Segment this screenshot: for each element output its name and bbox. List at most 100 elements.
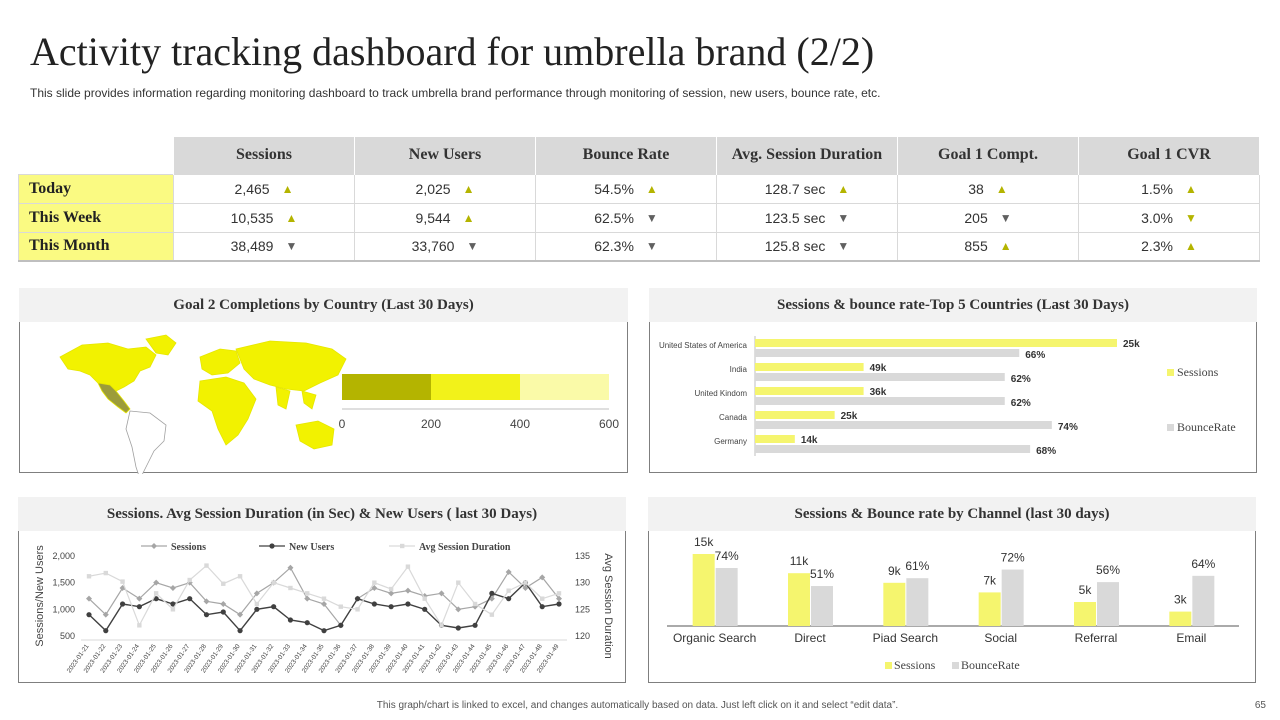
bounce-rate-bar: [906, 578, 929, 626]
bounce-data-label: 74%: [715, 549, 739, 563]
category-label: Germany: [714, 437, 747, 446]
sessions-bar: [755, 411, 835, 419]
data-point: [221, 581, 226, 586]
data-point: [136, 595, 143, 602]
data-point: [472, 622, 478, 628]
data-point: [539, 604, 545, 610]
y2-tick-label: 135: [575, 551, 590, 561]
data-point: [271, 580, 276, 585]
data-point: [338, 604, 343, 609]
data-point: [153, 579, 160, 586]
sessions-bar: [1074, 602, 1096, 626]
kpi-value: 10,535: [230, 209, 274, 226]
asia-shape: [235, 340, 347, 392]
africa-shape: [197, 376, 257, 446]
category-label: United States of America: [659, 341, 748, 350]
legend-marker: [151, 543, 157, 549]
y-tick-label: 2,000: [52, 551, 75, 561]
page-subtitle: This slide provides information regardin…: [30, 86, 881, 100]
kpi-row-label: Today: [18, 173, 174, 204]
bounce-rate-bar: [715, 568, 738, 626]
page-title: Activity tracking dashboard for umbrella…: [30, 29, 875, 74]
legend-label: Sessions: [171, 542, 206, 553]
kpi-value: 2.3%: [1141, 238, 1174, 255]
trend-down-icon: ▼: [837, 210, 850, 225]
legend-label: BounceRate: [1177, 420, 1236, 434]
trend-down-icon: ▼: [1185, 210, 1197, 225]
kpi-value: 2,465: [234, 180, 270, 197]
category-label: Organic Search: [673, 631, 756, 645]
kpi-row: Today 2,465 ▲ 2,025 ▲ 54.5% ▲ 128.7 sec ▲ 38 ▲ 1.5%…: [18, 173, 1260, 204]
y-tick-label: 1,000: [52, 604, 75, 614]
sessions-line-panel: Sessions. Avg Session Duration (in Sec) …: [18, 497, 626, 683]
sessions-bar: [788, 573, 810, 626]
data-point: [169, 585, 176, 591]
kpi-value: 2,025: [415, 180, 451, 197]
data-point: [86, 574, 92, 579]
south-america-shape: [125, 410, 167, 474]
kpi-value: 205: [964, 209, 988, 226]
category-label: Direct: [794, 631, 826, 645]
category-label: Referral: [1075, 631, 1118, 645]
sessions-bar: [883, 582, 906, 626]
trend-down-icon: ▼: [466, 239, 479, 254]
europe-shape: [199, 348, 241, 376]
kpi-value: 38,489: [230, 238, 274, 255]
data-point: [287, 564, 294, 571]
data-point: [153, 591, 159, 596]
kpi-value: 3.0%: [1141, 209, 1174, 226]
data-point: [321, 628, 327, 634]
sessions-bar: [1169, 611, 1192, 626]
kpi-header: Bounce Rate: [535, 137, 717, 174]
greenland-shape: [145, 334, 177, 356]
data-point: [170, 607, 176, 612]
kpi-header-row: Sessions New Users Bounce Rate Avg. Sess…: [18, 137, 1260, 174]
data-point: [505, 569, 512, 575]
kpi-value: 62.5%: [594, 209, 634, 226]
data-point: [103, 570, 108, 576]
kpi-row: This Week 10,535 ▲ 9,544 ▲ 62.5% ▼ 123.5 sec ▼ 20…: [18, 202, 1260, 233]
sessions-line-chart: 2,000 1,500 1,000 500 135 130 125 120 Sessions/N…: [34, 542, 614, 674]
data-point: [153, 596, 159, 602]
kpi-cell: 54.5% ▲: [535, 173, 717, 204]
legend-label: New Users: [289, 542, 334, 553]
footnote: This graph/chart is linked to excel, and…: [376, 700, 899, 711]
kpi-cell: 2.3% ▲: [1078, 231, 1260, 262]
data-point: [220, 601, 227, 607]
y-axis-title: Sessions/New Users: [34, 545, 46, 647]
bounce-rate-bar: [811, 586, 833, 626]
data-point: [203, 612, 210, 618]
data-point: [304, 595, 311, 602]
data-point: [86, 612, 92, 618]
data-point: [136, 604, 142, 610]
top5-chart: United States of America 25k 66% India 49k 62…: [659, 336, 1236, 457]
trend-up-icon: ▲: [999, 239, 1012, 254]
data-point: [119, 601, 126, 607]
data-point: [472, 601, 478, 607]
channel-panel: Sessions & Bounce rate by Channel (last …: [648, 497, 1256, 683]
legend-swatch: [885, 662, 892, 669]
bounce-rate-bar: [755, 397, 1005, 405]
kpi-header: Goal 1 CVR: [1078, 137, 1260, 174]
sessions-data-label: 25k: [1123, 339, 1140, 350]
kpi-value: 9,544: [415, 209, 451, 226]
data-point: [305, 591, 310, 596]
data-point: [187, 577, 192, 583]
sessions-data-label: 9k: [888, 564, 902, 578]
kpi-row-label: This Week: [18, 202, 174, 233]
data-point: [137, 623, 142, 628]
trend-down-icon: ▼: [999, 210, 1012, 225]
kpi-cell: 125.8 sec ▼: [716, 231, 898, 262]
category-label: India: [730, 365, 748, 374]
kpi-header: Avg. Session Duration: [716, 137, 898, 174]
category-label: Piad Search: [873, 631, 938, 645]
data-point: [338, 622, 344, 628]
trend-up-icon: ▲: [995, 181, 1008, 196]
x-tick-label: 0: [339, 417, 346, 431]
data-point: [371, 585, 378, 591]
data-point: [455, 606, 462, 613]
data-point: [321, 601, 327, 607]
data-point: [288, 585, 293, 591]
kpi-cell: 38,489 ▼: [173, 231, 355, 262]
